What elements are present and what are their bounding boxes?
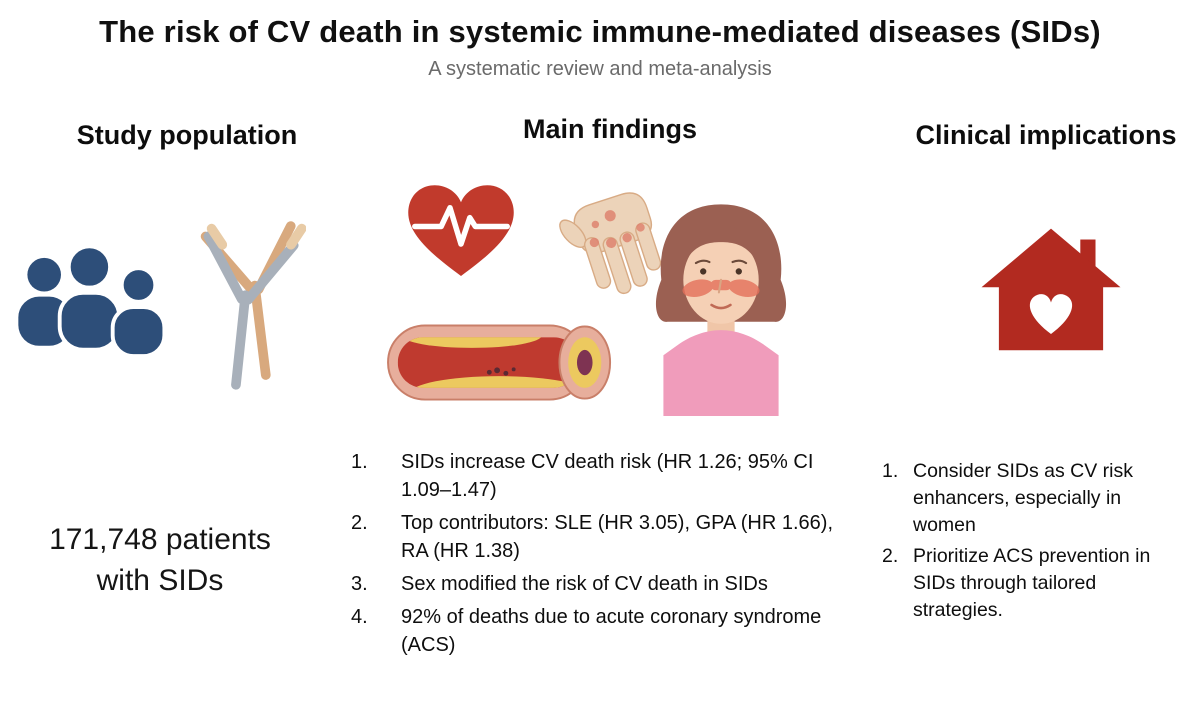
main-findings-heading: Main findings	[523, 114, 697, 144]
clinical-implications-heading: Clinical implications	[915, 120, 1177, 150]
atherosclerosis-artery-icon	[383, 308, 619, 420]
implication-item: Consider SIDs as CV risk enhancers, espe…	[882, 458, 1133, 536]
antibody-icon	[188, 210, 306, 406]
finding-item: SIDs increase CV death risk (HR 1.26; 95…	[351, 448, 814, 501]
patient-count-line1: 171,748 patients	[49, 523, 271, 556]
heart-home-icon	[975, 222, 1127, 358]
arthritis-hand-icon	[553, 178, 693, 302]
patient-count: 171,748 patients with SIDs	[5, 520, 315, 601]
malar-rash-face-icon	[632, 196, 810, 416]
implication-item: Prioritize ACS prevention in SIDs throug…	[882, 543, 1151, 621]
finding-item: Top contributors: SLE (HR 3.05), GPA (HR…	[351, 509, 834, 562]
finding-item: Sex modified the risk of CV death in SID…	[351, 570, 768, 598]
patient-count-line2: with SIDs	[96, 563, 224, 597]
page-title: The risk of CV death in systemic immune-…	[99, 14, 1101, 49]
main-findings-list: SIDs increase CV death risk (HR 1.26; 95…	[345, 448, 837, 664]
page-subtitle: A systematic review and meta-analysis	[428, 58, 772, 80]
patient-group-icon	[8, 218, 176, 396]
heart-ecg-icon	[395, 168, 527, 286]
clinical-implications-list: Consider SIDs as CV risk enhancers, espe…	[882, 458, 1184, 627]
study-population-heading: Study population	[76, 120, 298, 150]
finding-item: 92% of deaths due to acute coronary synd…	[351, 603, 822, 656]
